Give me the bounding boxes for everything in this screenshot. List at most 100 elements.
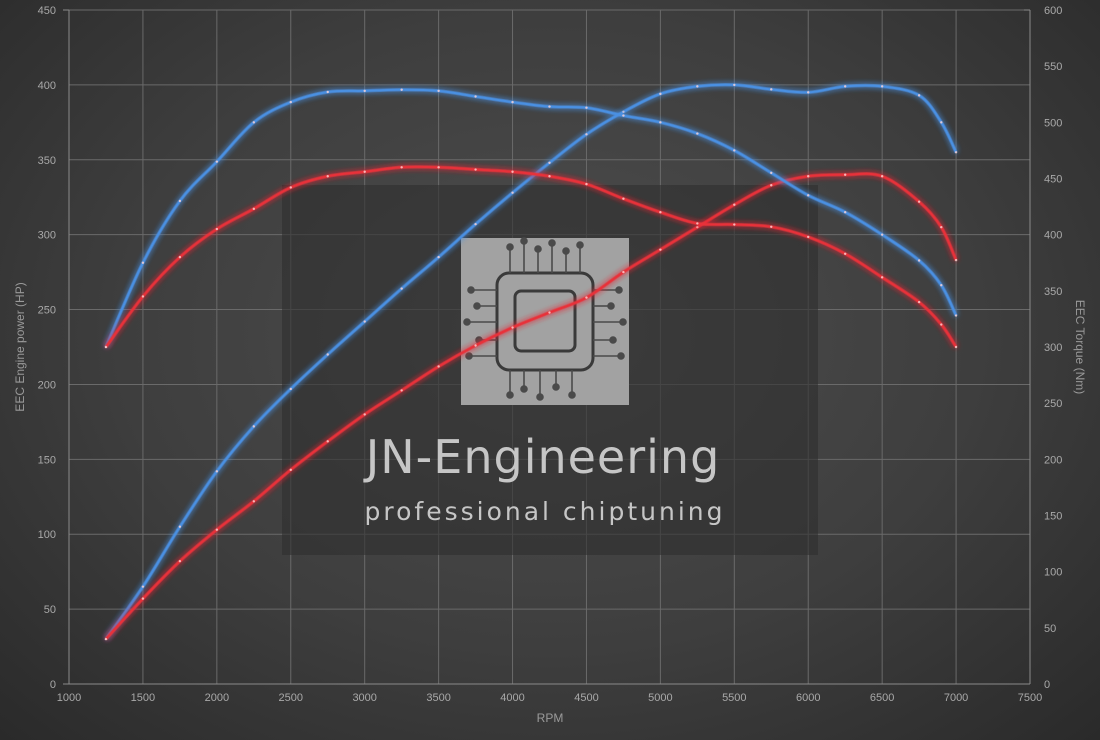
data-point <box>917 94 921 97</box>
data-point <box>954 314 958 317</box>
data-point <box>659 248 662 251</box>
y-tick-label: 250 <box>38 305 56 317</box>
x-tick-label: 3000 <box>352 692 376 704</box>
data-point <box>141 261 145 264</box>
data-point <box>215 227 219 231</box>
data-point <box>622 110 625 114</box>
logo-watermark: JN-Engineering professional chiptuning <box>282 185 818 555</box>
data-point <box>289 100 292 104</box>
data-point <box>880 175 884 178</box>
data-point <box>511 170 514 173</box>
data-point <box>178 199 182 203</box>
data-point <box>622 114 625 117</box>
x-tick-label: 3500 <box>426 692 450 704</box>
data-point <box>400 88 403 91</box>
data-point <box>843 85 847 88</box>
data-point <box>363 170 366 173</box>
y-tick-label: 50 <box>44 604 56 616</box>
data-point <box>474 222 477 226</box>
data-point <box>326 440 329 443</box>
data-point <box>437 166 440 169</box>
y2-tick-label: 550 <box>1044 61 1062 73</box>
data-point <box>659 92 662 96</box>
data-point <box>917 259 921 262</box>
data-point <box>696 222 699 225</box>
data-point <box>511 326 514 329</box>
data-point <box>696 225 699 229</box>
data-point <box>880 233 884 236</box>
data-point <box>400 166 403 169</box>
y2-tick-label: 400 <box>1044 230 1062 242</box>
data-point <box>437 89 440 93</box>
y2-axis-label: EEC Torque (Nm) <box>1073 300 1087 394</box>
x-tick-label: 2000 <box>205 692 229 704</box>
y2-tick-label: 0 <box>1044 679 1050 691</box>
data-point <box>289 387 292 391</box>
data-point <box>585 182 588 186</box>
y-tick-label: 100 <box>38 529 56 541</box>
y2-tick-label: 300 <box>1044 342 1062 354</box>
data-point <box>954 151 958 154</box>
series-4 <box>104 165 958 349</box>
logo-title: JN-Engineering <box>363 430 721 484</box>
data-point <box>437 365 440 368</box>
data-point <box>807 175 810 178</box>
data-point <box>585 133 588 136</box>
y2-tick-label: 250 <box>1044 398 1062 410</box>
y-tick-label: 0 <box>50 679 56 691</box>
y2-tick-label: 200 <box>1044 454 1062 466</box>
y2-tick-label: 450 <box>1044 174 1062 186</box>
data-point <box>400 287 403 290</box>
data-point <box>843 173 847 176</box>
data-point <box>843 211 847 214</box>
data-point <box>917 300 921 304</box>
data-point <box>474 95 477 98</box>
y2-tick-label: 600 <box>1044 5 1062 17</box>
x-tick-label: 6000 <box>796 692 820 704</box>
data-point <box>843 252 847 255</box>
data-point <box>770 184 773 187</box>
data-point <box>215 160 219 163</box>
x-tick-label: 4500 <box>574 692 598 704</box>
data-point <box>326 90 329 94</box>
data-point <box>141 597 145 600</box>
data-point <box>880 276 884 279</box>
data-point <box>252 500 256 503</box>
y2-tick-label: 100 <box>1044 567 1062 579</box>
data-point <box>252 207 256 211</box>
data-point <box>141 585 145 588</box>
x-tick-label: 5000 <box>648 692 672 704</box>
data-point <box>104 637 108 641</box>
data-point <box>548 175 551 178</box>
x-tick-label: 6500 <box>870 692 894 704</box>
y2-tick-label: 500 <box>1044 117 1062 129</box>
data-point <box>696 132 699 135</box>
x-tick-label: 2500 <box>279 692 303 704</box>
series-3 <box>104 88 958 349</box>
x-tick-label: 4000 <box>500 692 524 704</box>
y-tick-label: 450 <box>38 5 56 17</box>
data-point <box>437 255 440 259</box>
x-axis-label: RPM <box>537 711 564 725</box>
data-point <box>880 85 884 88</box>
data-point <box>770 88 773 91</box>
data-point <box>659 211 662 214</box>
data-point <box>807 91 810 94</box>
data-point <box>178 559 182 563</box>
y2-tick-label: 150 <box>1044 511 1062 523</box>
x-tick-label: 1000 <box>57 692 81 704</box>
data-point <box>215 528 219 531</box>
y-tick-label: 350 <box>38 155 56 167</box>
data-point <box>548 161 551 164</box>
data-point <box>770 225 773 229</box>
data-point <box>696 85 699 88</box>
series-1 <box>104 82 958 641</box>
data-point <box>807 235 810 239</box>
data-point <box>622 270 625 274</box>
data-point <box>585 106 588 109</box>
data-point <box>940 225 943 229</box>
data-point <box>940 121 943 124</box>
data-point <box>807 194 810 197</box>
data-point <box>548 311 551 314</box>
data-point <box>474 344 477 347</box>
